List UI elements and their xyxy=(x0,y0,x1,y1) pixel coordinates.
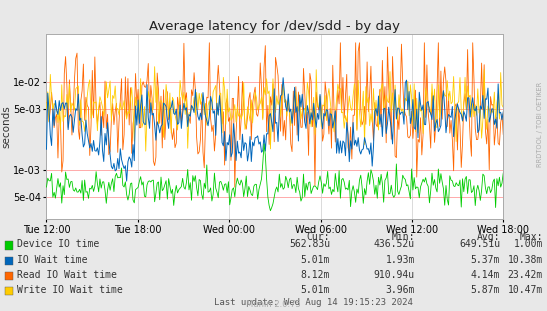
Text: 910.94u: 910.94u xyxy=(374,270,415,280)
Text: 5.37m: 5.37m xyxy=(470,255,500,265)
Text: 4.14m: 4.14m xyxy=(470,270,500,280)
Text: 1.00m: 1.00m xyxy=(514,239,543,249)
Bar xyxy=(5,257,13,265)
Text: 5.87m: 5.87m xyxy=(470,285,500,295)
Text: Max:: Max: xyxy=(520,232,543,242)
Bar xyxy=(5,287,13,295)
Text: Cur:: Cur: xyxy=(306,232,330,242)
Bar xyxy=(5,241,13,249)
Text: IO Wait time: IO Wait time xyxy=(17,255,88,265)
Text: 10.38m: 10.38m xyxy=(508,255,543,265)
Text: 10.47m: 10.47m xyxy=(508,285,543,295)
Text: Last update: Wed Aug 14 19:15:23 2024: Last update: Wed Aug 14 19:15:23 2024 xyxy=(214,298,413,307)
Title: Average latency for /dev/sdd - by day: Average latency for /dev/sdd - by day xyxy=(149,20,400,33)
Bar xyxy=(5,272,13,280)
Text: RRDTOOL / TOBI OETIKER: RRDTOOL / TOBI OETIKER xyxy=(537,82,543,167)
Y-axis label: seconds: seconds xyxy=(2,105,11,148)
Text: 562.83u: 562.83u xyxy=(289,239,330,249)
Text: Min:: Min: xyxy=(392,232,415,242)
Text: 23.42m: 23.42m xyxy=(508,270,543,280)
Text: 5.01m: 5.01m xyxy=(301,255,330,265)
Text: 3.96m: 3.96m xyxy=(386,285,415,295)
Text: Write IO Wait time: Write IO Wait time xyxy=(17,285,123,295)
Text: 649.51u: 649.51u xyxy=(459,239,500,249)
Text: Read IO Wait time: Read IO Wait time xyxy=(17,270,117,280)
Text: 1.93m: 1.93m xyxy=(386,255,415,265)
Text: Avg:: Avg: xyxy=(476,232,500,242)
Text: 436.52u: 436.52u xyxy=(374,239,415,249)
Text: 5.01m: 5.01m xyxy=(301,285,330,295)
Text: Device IO time: Device IO time xyxy=(17,239,99,249)
Text: Munin 2.0.75: Munin 2.0.75 xyxy=(246,300,301,309)
Text: 8.12m: 8.12m xyxy=(301,270,330,280)
